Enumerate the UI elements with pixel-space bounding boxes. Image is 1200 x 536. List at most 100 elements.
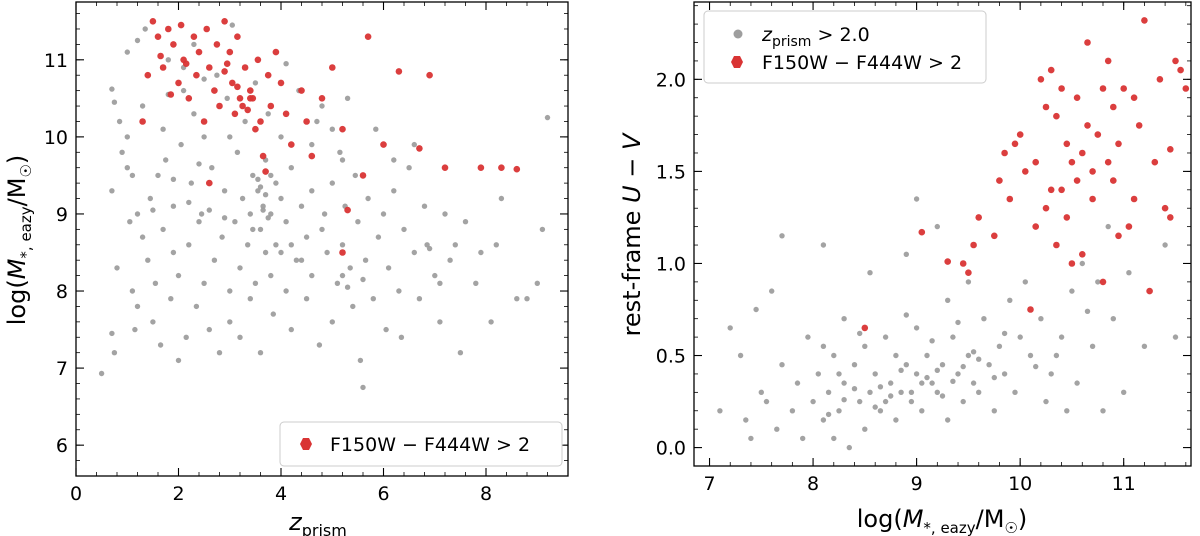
- left-x-axis-label: zprism: [288, 508, 347, 536]
- left-point-red-27: [244, 106, 251, 114]
- left-point-grey-153: [268, 172, 274, 179]
- right-point-grey-35: [893, 352, 899, 359]
- right-point-grey-112: [820, 343, 827, 349]
- right-y-axis-label: rest-frame U − V: [618, 132, 646, 336]
- right-point-red-32: [1125, 223, 1133, 230]
- left-point-grey-101: [334, 280, 341, 286]
- left-point-grey-145: [544, 114, 551, 121]
- left-point-red-6: [177, 21, 185, 29]
- right-point-red-15: [1037, 76, 1045, 83]
- right-point-grey-109: [1095, 279, 1101, 285]
- left-point-grey-169: [129, 172, 136, 179]
- left-point-grey-18: [142, 26, 148, 32]
- right-point-grey-14: [805, 334, 811, 340]
- right-point-grey-95: [841, 397, 847, 403]
- left-point-grey-149: [262, 192, 269, 198]
- left-point-grey-142: [524, 296, 530, 302]
- left-point-grey-5: [111, 99, 118, 105]
- left-point-grey-26: [160, 126, 166, 132]
- right-point-red-52: [1115, 232, 1122, 240]
- right-point-red-13: [1027, 306, 1034, 313]
- right-point-grey-75: [1100, 408, 1106, 414]
- left-point-grey-59: [237, 334, 243, 340]
- left-point-red-0: [149, 18, 157, 25]
- right-point-red-57: [1011, 140, 1019, 148]
- right-point-grey-22: [841, 380, 847, 386]
- right-point-red-48: [1110, 103, 1117, 111]
- left-point-red-37: [272, 48, 280, 56]
- left-point-red-38: [277, 79, 285, 87]
- right-point-red-40: [1167, 146, 1174, 153]
- right-point-red-51: [1084, 122, 1091, 129]
- right-legend-label-red: F150W − F444W > 2: [762, 52, 962, 74]
- right-point-red-21: [1068, 158, 1076, 166]
- left-point-grey-87: [293, 257, 300, 263]
- left-point-red-62: [144, 71, 152, 79]
- left-point-red-16: [213, 41, 221, 48]
- left-point-red-3: [165, 25, 172, 33]
- left-point-red-21: [229, 79, 236, 87]
- left-point-grey-50: [216, 350, 223, 356]
- right-point-red-38: [1156, 76, 1164, 83]
- left-point-grey-168: [329, 126, 335, 132]
- right-point-grey-79: [1162, 242, 1168, 248]
- left-point-grey-134: [457, 350, 464, 356]
- left-point-grey-49: [214, 72, 220, 78]
- right-point-grey-40: [913, 371, 920, 377]
- left-point-red-61: [339, 249, 346, 256]
- right-point-grey-91: [888, 393, 894, 399]
- left-point-grey-68: [252, 80, 259, 86]
- right-point-grey-49: [950, 334, 956, 340]
- left-point-grey-41: [193, 303, 200, 310]
- left-point-grey-37: [186, 242, 192, 248]
- left-point-grey-105: [344, 95, 351, 102]
- left-point-grey-39: [191, 111, 197, 117]
- left-point-grey-11: [127, 219, 133, 225]
- left-point-grey-137: [478, 249, 484, 256]
- right-point-red-12: [1022, 168, 1029, 175]
- left-point-grey-33: [175, 272, 182, 279]
- right-point-grey-38: [903, 251, 909, 257]
- left-point-grey-126: [416, 296, 423, 302]
- left-point-grey-115: [373, 126, 379, 132]
- left-point-grey-160: [339, 272, 346, 279]
- right-point-red-54: [1058, 186, 1065, 194]
- right-point-grey-50: [955, 371, 961, 377]
- left-point-grey-141: [514, 296, 520, 302]
- left-point-grey-98: [324, 249, 330, 256]
- left-point-grey-161: [344, 284, 351, 290]
- right-point-red-17: [1047, 186, 1055, 194]
- right-point-red-60: [1047, 66, 1055, 74]
- left-point-grey-165: [170, 176, 177, 182]
- left-point-grey-82: [278, 134, 284, 140]
- left-point-red-55: [477, 164, 485, 171]
- left-point-grey-0: [98, 370, 105, 377]
- right-point-grey-30: [872, 371, 878, 377]
- left-point-grey-147: [206, 207, 212, 213]
- right-point-grey-37: [903, 362, 909, 368]
- left-point-grey-90: [303, 296, 310, 302]
- right-point-grey-98: [934, 367, 940, 373]
- right-point-grey-6: [763, 398, 770, 405]
- right-point-grey-87: [908, 389, 915, 395]
- left-point-grey-4: [109, 188, 115, 194]
- left-point-red-57: [513, 165, 521, 173]
- right-point-grey-101: [960, 363, 966, 370]
- left-point-grey-55: [227, 288, 233, 294]
- right-point-red-1: [918, 228, 926, 236]
- left-point-red-32: [257, 118, 264, 125]
- right-point-grey-34: [893, 417, 899, 423]
- left-x-tick-label: 0: [70, 483, 82, 505]
- right-axis-ticks: 7 8 9 10 11 0.0 0.5 1.0 1.5 2.0: [656, 2, 1191, 495]
- right-point-grey-51: [960, 398, 966, 405]
- left-point-red-63: [167, 91, 175, 98]
- left-point-grey-178: [391, 157, 397, 163]
- left-point-red-1: [154, 33, 162, 40]
- left-point-grey-118: [383, 326, 389, 333]
- left-x-tick-label: 4: [275, 483, 287, 505]
- right-point-red-61: [1167, 214, 1174, 221]
- right-point-red-49: [1063, 140, 1071, 148]
- right-point-grey-61: [1007, 297, 1013, 303]
- right-point-grey-62: [1012, 389, 1018, 395]
- left-point-grey-72: [260, 203, 266, 209]
